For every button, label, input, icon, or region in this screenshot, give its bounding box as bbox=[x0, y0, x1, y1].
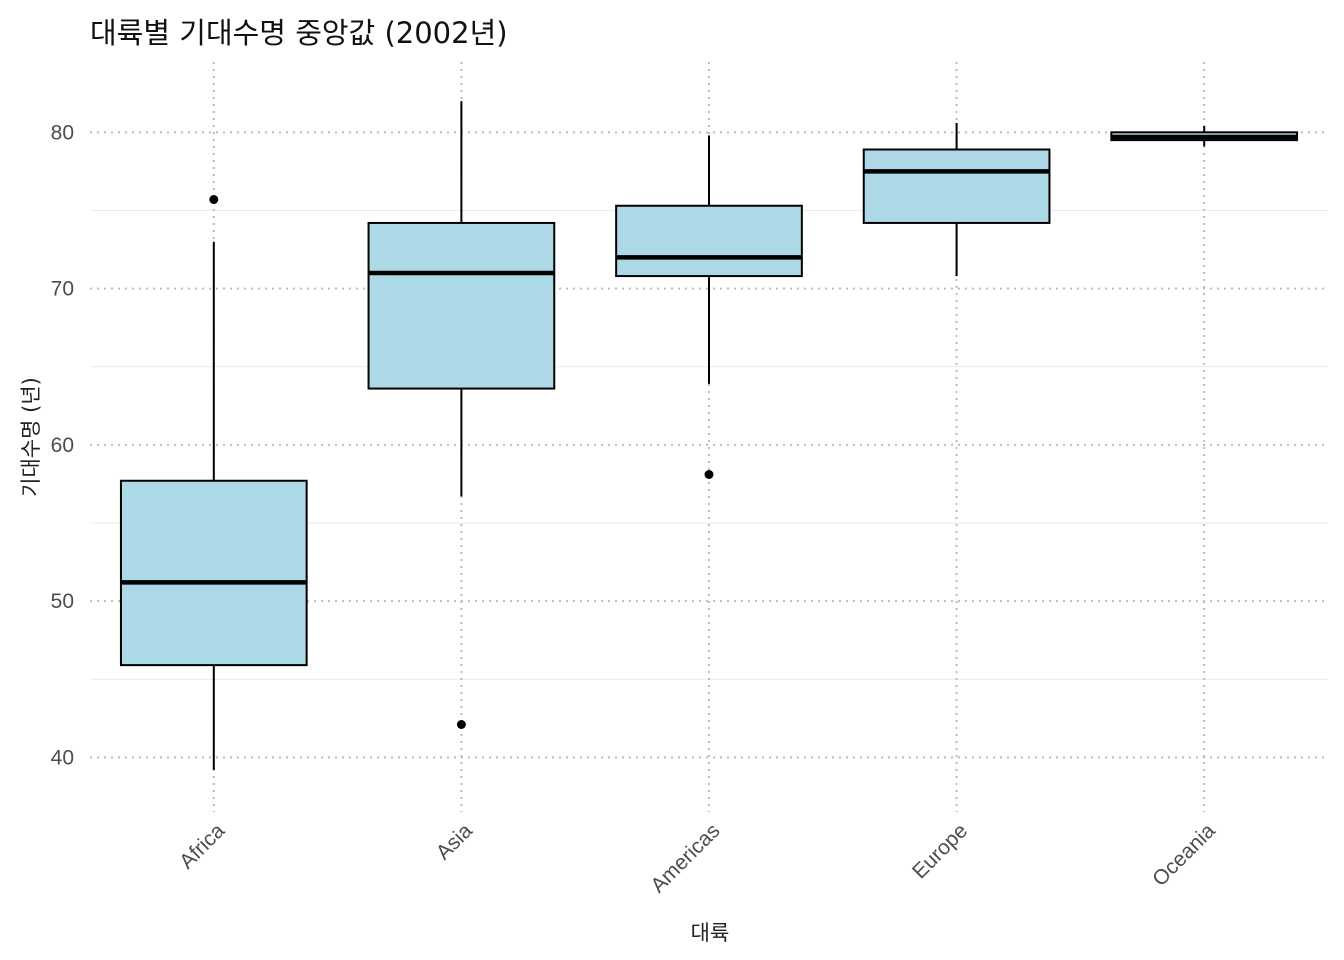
x-tick-label: Americas bbox=[646, 819, 724, 897]
box-iqr bbox=[367, 221, 556, 390]
box-iqr bbox=[862, 148, 1051, 224]
outlier-point bbox=[209, 195, 219, 204]
y-axis-title: 기대수명 (년) bbox=[19, 377, 43, 497]
y-tick-label: 50 bbox=[51, 590, 74, 613]
x-tick-label: Oceania bbox=[1148, 819, 1220, 891]
y-tick-label: 60 bbox=[51, 434, 74, 457]
x-tick-label: Africa bbox=[175, 819, 229, 873]
x-axis-title: 대륙 bbox=[691, 921, 730, 945]
y-tick-label: 70 bbox=[51, 278, 74, 301]
y-tick-label: 80 bbox=[51, 121, 74, 144]
box-iqr bbox=[119, 479, 308, 667]
x-tick-label: Asia bbox=[432, 819, 477, 864]
outlier-point bbox=[704, 470, 714, 479]
chart-title: 대륙별 기대수명 중앙값 (2002년) bbox=[90, 16, 508, 50]
box-iqr bbox=[615, 204, 803, 278]
x-tick-label: Europe bbox=[908, 819, 972, 883]
outlier-point bbox=[456, 720, 466, 729]
y-tick-label: 40 bbox=[51, 746, 74, 769]
